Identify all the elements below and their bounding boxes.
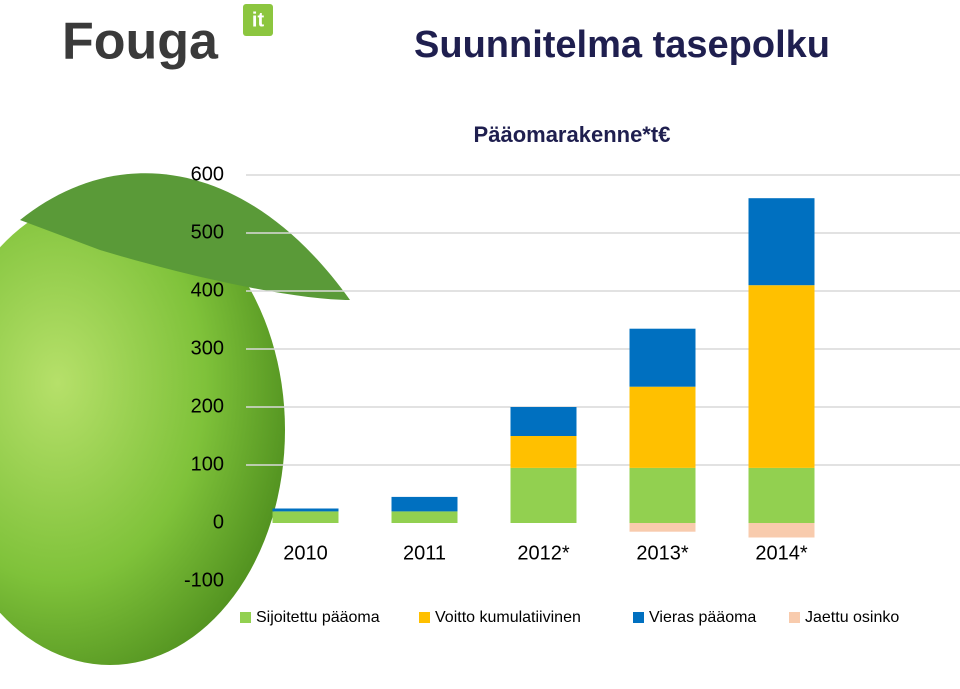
bar-segment [748,285,815,468]
x-tick-label: 2012* [517,542,569,564]
bar-segment [510,467,577,523]
y-tick-label: 200 [191,395,224,417]
bar-segment [510,436,577,468]
bar-segment [391,511,458,523]
bar-segment [629,523,696,532]
bar-segment [272,511,339,523]
leaf-image [20,173,350,300]
y-tick-label: 100 [191,453,224,475]
x-tick-label: 2011 [403,542,446,564]
y-tick-label: -100 [184,569,224,591]
bar-segment [748,523,815,538]
bar-segment [748,467,815,523]
y-tick-label: 400 [191,279,224,301]
legend-label: Vieras pääoma [649,609,756,626]
legend-label: Sijoitettu pääoma [256,609,380,626]
bar-segment [510,407,577,436]
logo-badge: it [252,9,265,31]
bar-segment [629,328,696,387]
x-tick-label: 2013* [636,542,688,564]
bar-segment [629,467,696,523]
apple-image [0,195,285,665]
bar-segment [272,508,339,512]
x-tick-label: 2010 [283,542,328,564]
chart-subtitle: Pääomarakenne*t€ [474,122,671,147]
bar-segment [629,386,696,468]
y-tick-label: 600 [191,163,224,185]
x-tick-label: 2014* [755,542,807,564]
bar-segment [748,198,815,286]
legend-label: Voitto kumulatiivinen [435,609,581,626]
y-tick-label: 500 [191,221,224,243]
legend-swatch [789,612,800,623]
legend-label: Jaettu osinko [805,609,899,626]
logo: Fouga it [62,4,273,71]
logo-text: Fouga [62,13,219,71]
legend-swatch [240,612,251,623]
chart-title: Suunnitelma tasepolku [414,24,830,66]
legend-swatch [633,612,644,623]
bar-segment [391,496,458,512]
y-tick-label: 300 [191,337,224,359]
y-tick-label: 0 [213,511,224,533]
logo-badge-bg [243,4,273,36]
legend-swatch [419,612,430,623]
